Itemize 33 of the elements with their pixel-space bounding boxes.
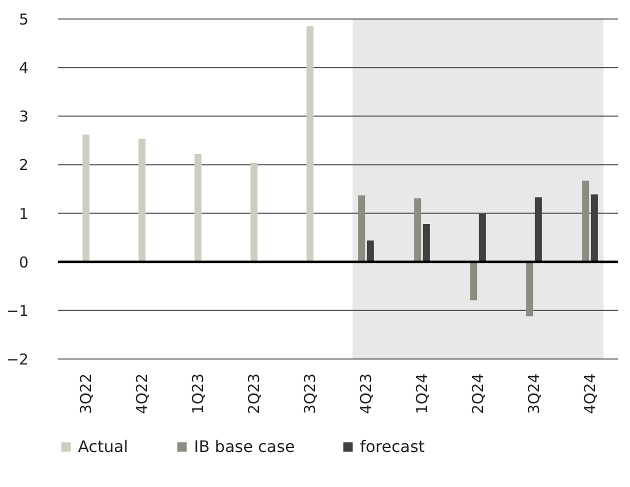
bar: [582, 180, 590, 262]
x-tick-label: 3Q22: [77, 374, 95, 414]
bar: [526, 262, 534, 316]
bar: [138, 138, 146, 262]
legend-label: Actual: [78, 437, 128, 456]
bar: [194, 154, 202, 262]
y-tick-label: 2: [18, 156, 28, 174]
y-tick-label: −1: [6, 302, 28, 320]
y-tick-label: 5: [18, 10, 28, 28]
bar: [470, 262, 478, 300]
y-tick-label: 3: [18, 108, 28, 126]
y-tick-label: 0: [18, 253, 28, 272]
bar: [366, 240, 374, 262]
x-tick-label: 2Q24: [469, 374, 487, 414]
bar: [250, 162, 258, 262]
bar: [422, 224, 430, 262]
y-tick-label: 1: [18, 204, 28, 223]
bar: [414, 198, 422, 262]
x-tick-label: 1Q23: [189, 374, 207, 414]
x-tick-label: 4Q24: [581, 374, 599, 414]
bar: [306, 26, 314, 262]
x-tick-label: 2Q23: [245, 374, 263, 414]
x-tick-label: 4Q23: [357, 374, 375, 414]
x-tick-label: 3Q23: [301, 374, 319, 414]
legend-label: forecast: [360, 437, 425, 456]
bar: [358, 195, 366, 262]
legend-label: IB base case: [194, 437, 295, 456]
x-tick-label: 3Q24: [525, 374, 543, 414]
x-tick-label: 4Q22: [133, 374, 151, 414]
y-tick-label: −2: [6, 350, 28, 368]
x-tick-label: 1Q24: [413, 374, 431, 414]
y-tick-label: 4: [18, 59, 28, 78]
bar: [82, 134, 90, 262]
